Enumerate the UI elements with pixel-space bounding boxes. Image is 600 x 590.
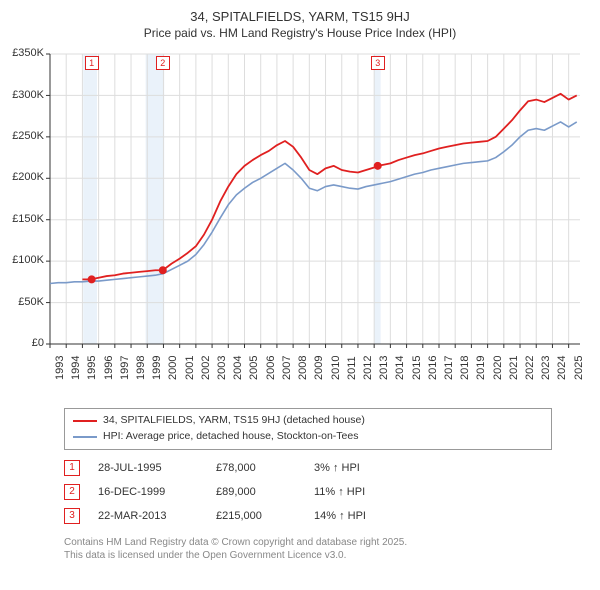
chart-subtitle: Price paid vs. HM Land Registry's House …: [0, 26, 600, 44]
chart-marker-badge: 3: [371, 56, 385, 70]
sales-row-date: 16-DEC-1999: [98, 486, 198, 498]
sales-row-price: £89,000: [216, 486, 296, 498]
xtick-label: 1993: [54, 356, 66, 380]
xtick-label: 2025: [573, 356, 585, 380]
xtick-label: 2014: [394, 356, 406, 380]
sales-row-badge: 2: [64, 484, 80, 500]
sales-row-date: 28-JUL-1995: [98, 462, 198, 474]
xtick-label: 2015: [411, 356, 423, 380]
sales-row-date: 22-MAR-2013: [98, 510, 198, 522]
xtick-label: 2001: [184, 356, 196, 380]
sales-row-pct: 14% ↑ HPI: [314, 510, 404, 522]
sales-table: 1 28-JUL-1995 £78,000 3% ↑ HPI 2 16-DEC-1999 £…: [64, 456, 552, 528]
xtick-label: 2007: [281, 356, 293, 380]
sales-row: 1 28-JUL-1995 £78,000 3% ↑ HPI: [64, 456, 552, 480]
legend-item: HPI: Average price, detached house, Stoc…: [73, 429, 543, 445]
ytick-label: £300K: [0, 89, 44, 101]
chart-title: 34, SPITALFIELDS, YARM, TS15 9HJ: [0, 0, 600, 26]
xtick-label: 2010: [330, 356, 342, 380]
sales-row-price: £78,000: [216, 462, 296, 474]
chart-marker-badge: 2: [156, 56, 170, 70]
sales-row-badge: 3: [64, 508, 80, 524]
ytick-label: £50K: [0, 296, 44, 308]
xtick-label: 2018: [459, 356, 471, 380]
legend-swatch: [73, 420, 97, 422]
xtick-label: 2012: [362, 356, 374, 380]
ytick-label: £350K: [0, 47, 44, 59]
legend-label: HPI: Average price, detached house, Stoc…: [103, 429, 358, 445]
chart-area: £0 £50K £100K £150K £200K £250K £300K £350K 1993…: [0, 44, 600, 404]
xtick-label: 2006: [265, 356, 277, 380]
xtick-label: 2011: [346, 357, 358, 381]
legend-item: 34, SPITALFIELDS, YARM, TS15 9HJ (detach…: [73, 413, 543, 429]
xtick-label: 2013: [378, 356, 390, 380]
xtick-label: 1995: [86, 356, 98, 380]
chart-container: 34, SPITALFIELDS, YARM, TS15 9HJ Price p…: [0, 0, 600, 590]
sales-row-pct: 11% ↑ HPI: [314, 486, 404, 498]
xtick-label: 2023: [540, 356, 552, 380]
xtick-label: 2024: [556, 356, 568, 380]
ytick-label: £200K: [0, 171, 44, 183]
sales-row-badge: 1: [64, 460, 80, 476]
sales-row: 3 22-MAR-2013 £215,000 14% ↑ HPI: [64, 504, 552, 528]
xtick-label: 2019: [475, 356, 487, 380]
xtick-label: 2005: [248, 356, 260, 380]
xtick-label: 2008: [297, 356, 309, 380]
legend-swatch: [73, 436, 97, 438]
sales-row-price: £215,000: [216, 510, 296, 522]
sales-row-pct: 3% ↑ HPI: [314, 462, 404, 474]
license-line-1: Contains HM Land Registry data © Crown c…: [64, 536, 552, 549]
legend: 34, SPITALFIELDS, YARM, TS15 9HJ (detach…: [64, 408, 552, 450]
xtick-label: 2020: [492, 356, 504, 380]
ytick-label: £0: [0, 337, 44, 349]
chart-svg: [0, 44, 600, 404]
ytick-label: £150K: [0, 213, 44, 225]
xtick-label: 1999: [151, 356, 163, 380]
xtick-label: 2016: [427, 356, 439, 380]
sales-row: 2 16-DEC-1999 £89,000 11% ↑ HPI: [64, 480, 552, 504]
license-text: Contains HM Land Registry data © Crown c…: [64, 536, 552, 562]
xtick-label: 2002: [200, 356, 212, 380]
ytick-label: £250K: [0, 130, 44, 142]
xtick-label: 2000: [167, 356, 179, 380]
xtick-label: 1997: [119, 356, 131, 380]
xtick-label: 1994: [70, 356, 82, 380]
xtick-label: 2021: [508, 356, 520, 380]
legend-label: 34, SPITALFIELDS, YARM, TS15 9HJ (detach…: [103, 413, 365, 429]
xtick-label: 2003: [216, 356, 228, 380]
ytick-label: £100K: [0, 254, 44, 266]
xtick-label: 2009: [313, 356, 325, 380]
xtick-label: 2022: [524, 356, 536, 380]
xtick-label: 1996: [103, 356, 115, 380]
xtick-label: 1998: [135, 356, 147, 380]
license-line-2: This data is licensed under the Open Gov…: [64, 549, 552, 562]
chart-marker-badge: 1: [85, 56, 99, 70]
xtick-label: 2004: [232, 356, 244, 380]
xtick-label: 2017: [443, 356, 455, 380]
